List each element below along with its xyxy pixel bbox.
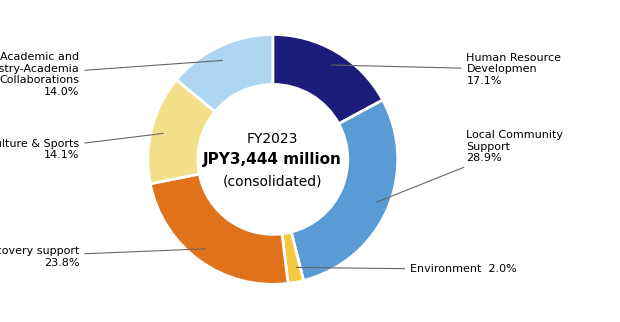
Wedge shape (150, 174, 288, 284)
Wedge shape (282, 232, 304, 283)
Text: (consolidated): (consolidated) (223, 175, 322, 189)
Wedge shape (291, 100, 398, 280)
Text: Culture & Sports
14.1%: Culture & Sports 14.1% (0, 133, 163, 160)
Text: FY2023: FY2023 (247, 132, 298, 147)
Text: Environment  2.0%: Environment 2.0% (296, 264, 517, 274)
Text: Human Resource
Developmen
17.1%: Human Resource Developmen 17.1% (332, 53, 562, 86)
Text: Disaster recovery support
23.8%: Disaster recovery support 23.8% (0, 246, 206, 268)
Wedge shape (273, 34, 383, 124)
Text: JPY3,444 million: JPY3,444 million (203, 152, 342, 167)
Wedge shape (177, 34, 273, 112)
Text: Academic and
Industry-Academia
Collaborations
14.0%: Academic and Industry-Academia Collabora… (0, 52, 223, 97)
Text: Local Community
Support
28.9%: Local Community Support 28.9% (376, 130, 564, 202)
Wedge shape (148, 80, 215, 184)
